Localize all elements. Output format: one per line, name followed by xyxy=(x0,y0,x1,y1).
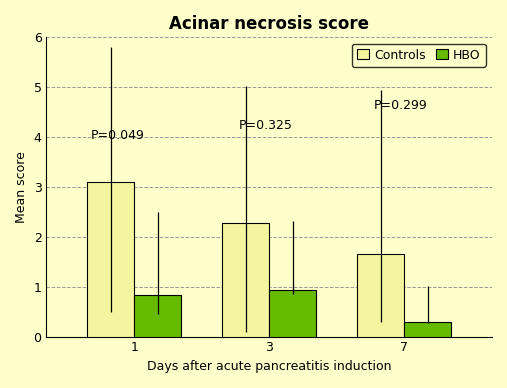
Bar xyxy=(404,322,452,336)
Text: P=0.325: P=0.325 xyxy=(239,119,293,132)
Y-axis label: Mean score: Mean score xyxy=(15,151,28,223)
Title: Acinar necrosis score: Acinar necrosis score xyxy=(169,15,369,33)
Text: P=0.049: P=0.049 xyxy=(90,129,144,142)
Text: P=0.299: P=0.299 xyxy=(374,99,427,112)
Bar xyxy=(357,254,404,336)
X-axis label: Days after acute pancreatitis induction: Days after acute pancreatitis induction xyxy=(147,360,391,373)
Bar xyxy=(222,223,269,336)
Bar xyxy=(134,295,182,336)
Bar xyxy=(269,290,316,336)
Legend: Controls, HBO: Controls, HBO xyxy=(351,43,486,67)
Bar xyxy=(87,182,134,336)
